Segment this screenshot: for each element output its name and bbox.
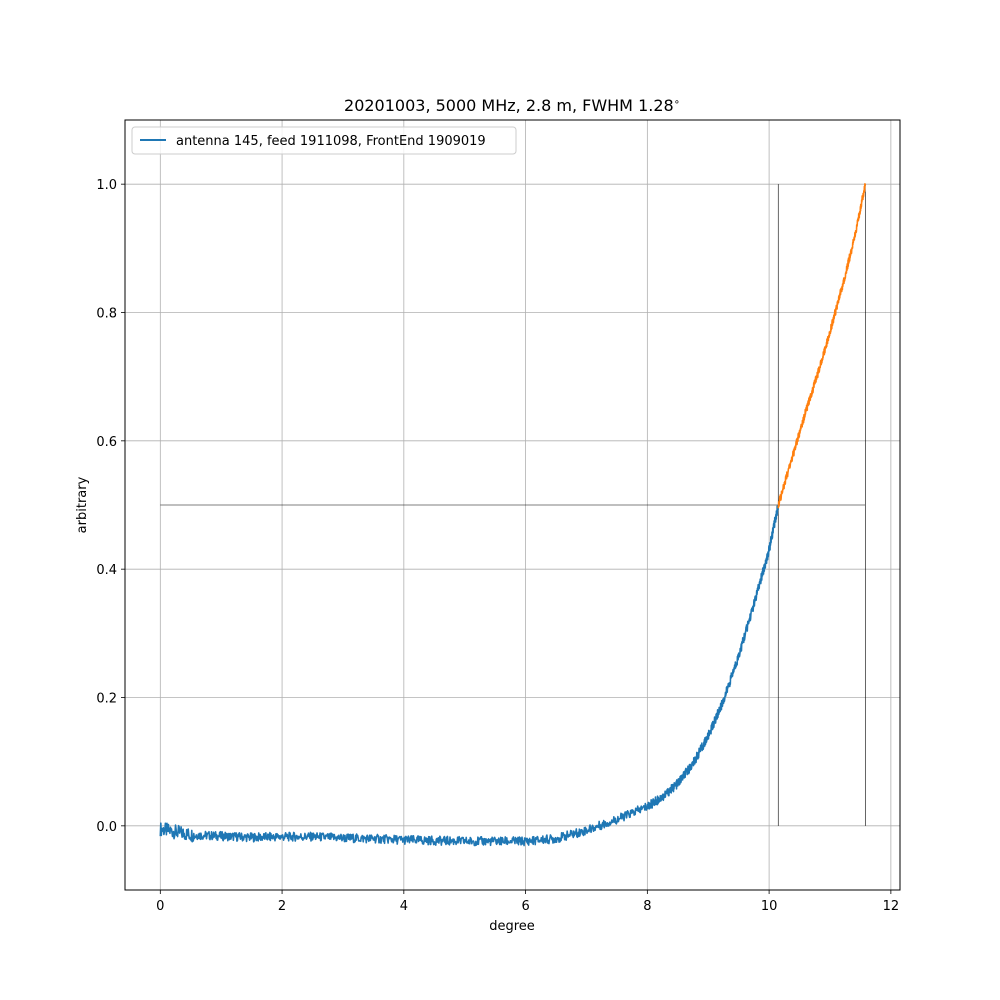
y-axis-ticks: 0.0 0.2 0.4 0.6 0.8 1.0: [96, 178, 125, 835]
y-tick-label: 0.2: [96, 692, 117, 707]
series-line-0: [159, 504, 780, 847]
x-tick-label: 2: [278, 899, 286, 914]
y-tick-label: 0.8: [96, 307, 117, 322]
chart-title: 20201003, 5000 MHz, 2.8 m, FWHM 1.28∘: [344, 96, 680, 115]
chart-title-degree-superscript: ∘: [674, 97, 680, 108]
y-axis-label: arbitrary: [75, 476, 90, 533]
y-tick-label: 0.0: [96, 820, 117, 835]
x-tick-label: 10: [761, 899, 778, 914]
plot-frame: [124, 119, 901, 891]
x-tick-label: 12: [883, 899, 900, 914]
legend-box: [131, 126, 517, 155]
x-tick-label: 4: [400, 899, 408, 914]
series-layer: [159, 183, 867, 847]
x-axis-ticks: 0 2 4 6 8 10 12: [156, 890, 899, 914]
x-tick-label: 6: [521, 899, 529, 914]
x-tick-label: 8: [643, 899, 651, 914]
y-tick-label: 1.0: [96, 178, 117, 193]
chart-title-text: 20201003, 5000 MHz, 2.8 m, FWHM 1.28: [344, 96, 674, 115]
x-tick-label: 0: [156, 899, 164, 914]
legend-entry-antenna-145: antenna 145, feed 1911098, FrontEnd 1909…: [176, 134, 486, 149]
grid: [125, 120, 900, 890]
y-tick-label: 0.6: [96, 435, 117, 450]
series-line-1: [777, 183, 867, 509]
legend: antenna 145, feed 1911098, FrontEnd 1909…: [131, 126, 517, 155]
y-tick-label: 0.4: [96, 563, 117, 578]
x-axis-label: degree: [489, 919, 535, 934]
